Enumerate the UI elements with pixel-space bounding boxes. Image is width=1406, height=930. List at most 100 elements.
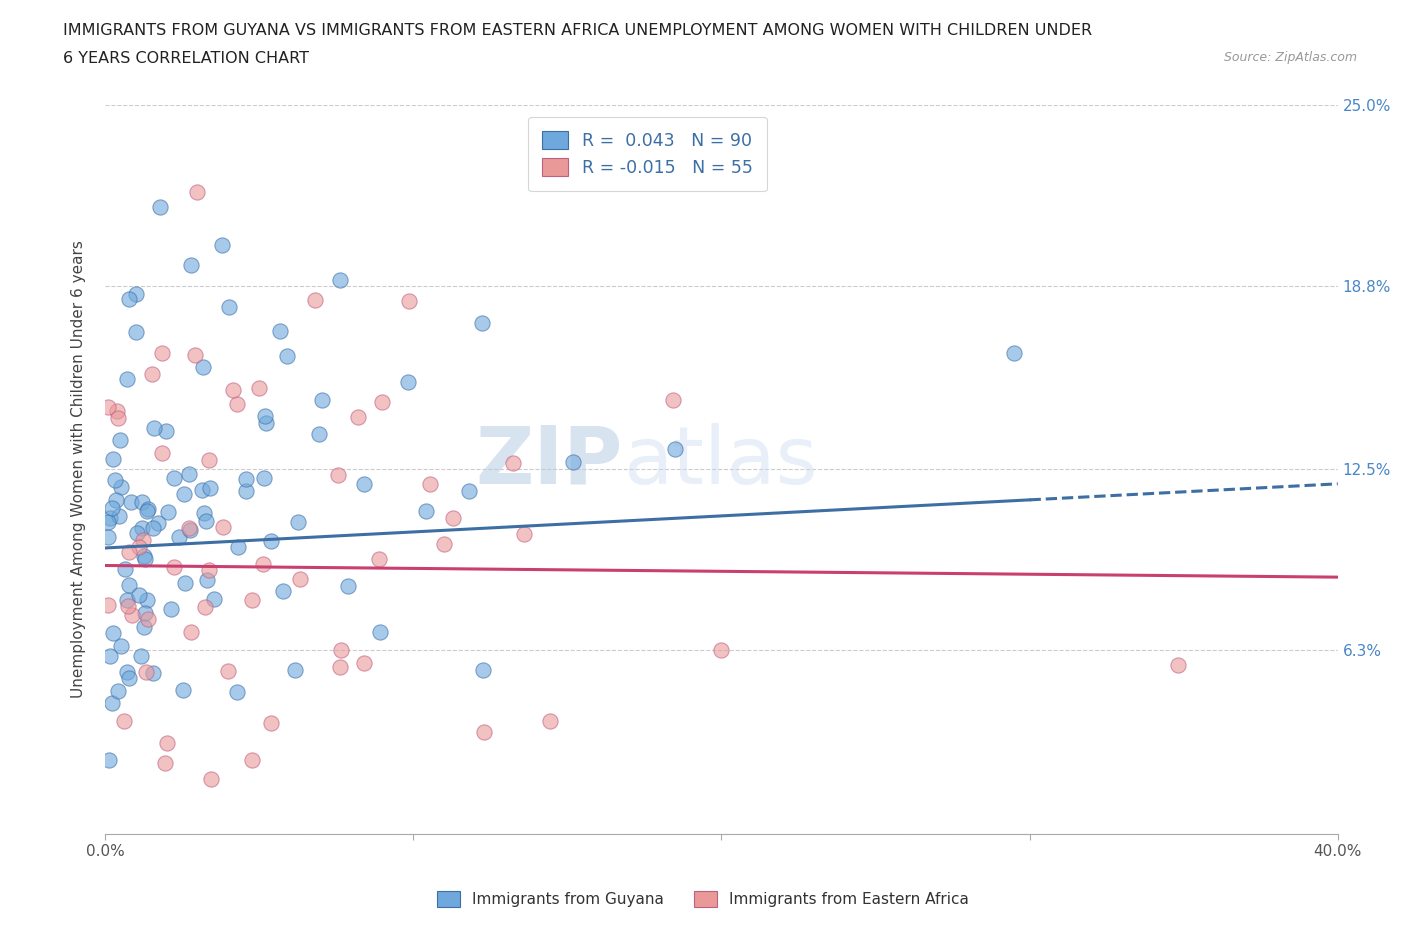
- Immigrants from Guyana: [179, 522, 201, 537]
- Immigrants from Guyana: [254, 416, 277, 431]
- Immigrants from Guyana: [136, 592, 159, 607]
- Immigrants from Guyana: [97, 752, 120, 767]
- Immigrants from Eastern Africa: [240, 753, 263, 768]
- Immigrants from Guyana: [143, 420, 166, 435]
- Immigrants from Eastern Africa: [710, 643, 733, 658]
- Immigrants from Guyana: [134, 620, 156, 635]
- Immigrants from Eastern Africa: [217, 664, 239, 679]
- Immigrants from Eastern Africa: [153, 755, 176, 770]
- Immigrants from Eastern Africa: [328, 468, 350, 483]
- Immigrants from Eastern Africa: [368, 551, 391, 566]
- Immigrants from Eastern Africa: [304, 293, 326, 308]
- Immigrants from Guyana: [104, 473, 127, 488]
- Immigrants from Eastern Africa: [136, 612, 159, 627]
- Immigrants from Eastern Africa: [513, 526, 536, 541]
- Immigrants from Guyana: [110, 480, 132, 495]
- Immigrants from Eastern Africa: [252, 556, 274, 571]
- Immigrants from Guyana: [253, 409, 276, 424]
- Immigrants from Eastern Africa: [163, 560, 186, 575]
- Immigrants from Guyana: [163, 470, 186, 485]
- Immigrants from Eastern Africa: [398, 294, 420, 309]
- Immigrants from Guyana: [195, 573, 218, 588]
- Immigrants from Guyana: [200, 480, 222, 495]
- Immigrants from Guyana: [457, 484, 479, 498]
- Immigrants from Eastern Africa: [118, 544, 141, 559]
- Immigrants from Eastern Africa: [662, 392, 685, 407]
- Immigrants from Eastern Africa: [247, 380, 270, 395]
- Text: Source: ZipAtlas.com: Source: ZipAtlas.com: [1223, 51, 1357, 64]
- Immigrants from Guyana: [276, 348, 298, 363]
- Text: ZIP: ZIP: [475, 423, 623, 501]
- Immigrants from Guyana: [115, 664, 138, 679]
- Immigrants from Guyana: [471, 316, 494, 331]
- Immigrants from Eastern Africa: [184, 347, 207, 362]
- Immigrants from Guyana: [204, 591, 226, 606]
- Immigrants from Guyana: [415, 504, 437, 519]
- Immigrants from Eastern Africa: [200, 772, 222, 787]
- Immigrants from Eastern Africa: [107, 411, 129, 426]
- Immigrants from Guyana: [226, 684, 249, 699]
- Immigrants from Guyana: [108, 509, 131, 524]
- Immigrants from Eastern Africa: [346, 409, 368, 424]
- Immigrants from Eastern Africa: [150, 445, 173, 460]
- Legend: Immigrants from Guyana, Immigrants from Eastern Africa: Immigrants from Guyana, Immigrants from …: [426, 881, 980, 918]
- Immigrants from Eastern Africa: [371, 394, 394, 409]
- Immigrants from Guyana: [173, 486, 195, 501]
- Immigrants from Guyana: [98, 649, 121, 664]
- Immigrants from Guyana: [287, 514, 309, 529]
- Immigrants from Guyana: [156, 505, 179, 520]
- Immigrants from Guyana: [167, 529, 190, 544]
- Immigrants from Guyana: [211, 237, 233, 252]
- Immigrants from Eastern Africa: [240, 592, 263, 607]
- Immigrants from Eastern Africa: [194, 600, 217, 615]
- Immigrants from Guyana: [120, 494, 142, 509]
- Immigrants from Guyana: [110, 432, 132, 447]
- Immigrants from Guyana: [179, 466, 201, 481]
- Immigrants from Eastern Africa: [117, 598, 139, 613]
- Immigrants from Guyana: [101, 696, 124, 711]
- Immigrants from Guyana: [142, 521, 165, 536]
- Immigrants from Guyana: [97, 514, 120, 529]
- Immigrants from Eastern Africa: [222, 382, 245, 397]
- Immigrants from Guyana: [308, 427, 330, 442]
- Immigrants from Guyana: [118, 578, 141, 592]
- Immigrants from Eastern Africa: [538, 713, 561, 728]
- Legend: R =  0.043   N = 90, R = -0.015   N = 55: R = 0.043 N = 90, R = -0.015 N = 55: [529, 117, 766, 191]
- Immigrants from Guyana: [284, 663, 307, 678]
- Immigrants from Guyana: [134, 548, 156, 563]
- Immigrants from Guyana: [235, 472, 257, 486]
- Immigrants from Eastern Africa: [177, 520, 200, 535]
- Immigrants from Eastern Africa: [135, 664, 157, 679]
- Immigrants from Guyana: [142, 665, 165, 680]
- Immigrants from Guyana: [353, 476, 375, 491]
- Immigrants from Eastern Africa: [97, 597, 120, 612]
- Immigrants from Guyana: [174, 576, 197, 591]
- Immigrants from Guyana: [103, 452, 125, 467]
- Immigrants from Guyana: [235, 484, 257, 498]
- Immigrants from Guyana: [329, 272, 352, 287]
- Immigrants from Guyana: [131, 520, 153, 535]
- Immigrants from Eastern Africa: [260, 715, 283, 730]
- Immigrants from Guyana: [172, 683, 194, 698]
- Immigrants from Eastern Africa: [128, 539, 150, 554]
- Immigrants from Guyana: [155, 423, 177, 438]
- Immigrants from Eastern Africa: [474, 724, 496, 739]
- Immigrants from Guyana: [115, 371, 138, 386]
- Immigrants from Eastern Africa: [290, 572, 312, 587]
- Immigrants from Guyana: [1002, 345, 1025, 360]
- Immigrants from Guyana: [107, 684, 129, 698]
- Immigrants from Eastern Africa: [150, 346, 173, 361]
- Immigrants from Eastern Africa: [155, 736, 177, 751]
- Immigrants from Guyana: [226, 539, 249, 554]
- Immigrants from Guyana: [471, 662, 494, 677]
- Immigrants from Guyana: [180, 258, 202, 272]
- Immigrants from Guyana: [191, 483, 214, 498]
- Immigrants from Eastern Africa: [441, 511, 464, 525]
- Immigrants from Guyana: [114, 562, 136, 577]
- Immigrants from Guyana: [269, 324, 291, 339]
- Immigrants from Eastern Africa: [132, 533, 155, 548]
- Immigrants from Guyana: [253, 471, 276, 485]
- Immigrants from Guyana: [134, 605, 156, 620]
- Immigrants from Guyana: [193, 505, 215, 520]
- Immigrants from Guyana: [110, 638, 132, 653]
